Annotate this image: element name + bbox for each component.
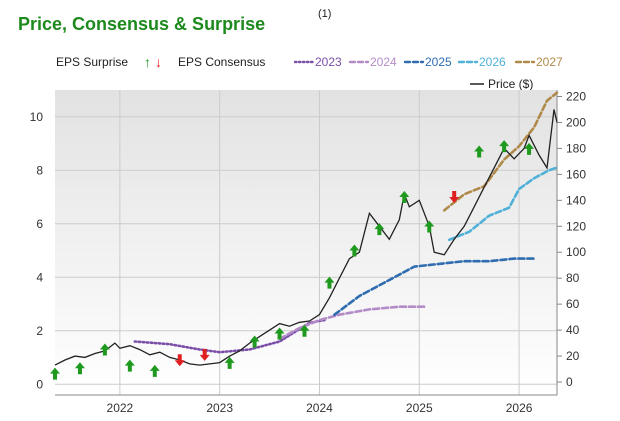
- legend-down-arrow: ↓: [155, 54, 162, 70]
- surprise-down-arrow: [199, 348, 210, 361]
- arrow-shape: [524, 142, 535, 155]
- surprise-up-arrow: [499, 140, 510, 153]
- left-tick-label: 0: [36, 377, 43, 391]
- surprise-markers: [50, 140, 535, 380]
- x-tick-label: 2023: [206, 401, 233, 415]
- legend: EPS Surprise ↑ ↓ EPS Consensus 2023 2024 2025 2…: [56, 54, 563, 91]
- left-tick-label: 2: [36, 324, 43, 338]
- surprise-up-arrow: [349, 244, 360, 257]
- surprise-down-arrow: [449, 191, 460, 204]
- surprise-down-arrow: [174, 354, 185, 367]
- surprise-up-arrow: [99, 343, 110, 356]
- x-tick-label: 2024: [306, 401, 333, 415]
- arrow-shape: [99, 343, 110, 356]
- right-tick-label: 100: [566, 245, 586, 259]
- x-tick-label: 2025: [406, 401, 433, 415]
- legend-up-arrow: ↑: [144, 54, 151, 70]
- legend-year-2026: 2026: [479, 55, 506, 69]
- arrow-shape: [499, 140, 510, 153]
- arrow-shape: [224, 356, 235, 369]
- left-axis: 0 2 4 6 8 10: [30, 110, 44, 392]
- surprise-up-arrow: [474, 145, 485, 158]
- consensus-line-2026: [447, 166, 559, 242]
- left-tick-label: 8: [36, 163, 43, 177]
- surprise-up-arrow: [124, 359, 135, 372]
- left-tick-label: 4: [36, 270, 43, 284]
- arrow-shape: [399, 191, 410, 204]
- arrow-shape: [299, 324, 310, 337]
- left-tick-label: 10: [30, 110, 44, 124]
- consensus-line-2024: [278, 305, 426, 341]
- arrow-shape: [424, 220, 435, 233]
- surprise-up-arrow: [299, 324, 310, 337]
- right-tick-label: 220: [566, 89, 586, 103]
- arrow-shape: [124, 359, 135, 372]
- arrow-shape: [50, 367, 60, 380]
- surprise-up-arrow: [74, 362, 85, 375]
- surprise-up-arrow: [374, 223, 385, 236]
- arrow-shape: [274, 327, 285, 340]
- arrow-shape: [249, 335, 260, 348]
- arrow-shape: [199, 348, 210, 361]
- gridlines: [55, 90, 558, 396]
- right-tick-label: 80: [566, 271, 580, 285]
- series-layer: [54, 91, 559, 366]
- consensus-line-2027: [442, 91, 559, 212]
- right-tick-label: 0: [566, 375, 573, 389]
- surprise-up-arrow: [149, 364, 160, 377]
- surprise-up-arrow: [224, 356, 235, 369]
- arrow-shape: [324, 276, 335, 289]
- legend-eps-surprise: EPS Surprise: [56, 55, 128, 69]
- arrow-shape: [149, 364, 160, 377]
- price-line: [54, 109, 558, 366]
- chart-title: Price, Consensus & Surprise: [18, 14, 265, 34]
- legend-eps-consensus: EPS Consensus: [178, 55, 265, 69]
- surprise-up-arrow: [424, 220, 435, 233]
- right-tick-label: 180: [566, 141, 586, 155]
- surprise-up-arrow: [50, 367, 60, 380]
- arrow-shape: [374, 223, 385, 236]
- x-axis: 2022 2023 2024 2025 2026: [107, 401, 533, 415]
- right-tick-label: 140: [566, 193, 586, 207]
- right-tick-label: 20: [566, 349, 580, 363]
- right-tick-label: 60: [566, 297, 580, 311]
- legend-price: Price ($): [488, 77, 533, 91]
- right-tick-label: 160: [566, 167, 586, 181]
- x-tick-label: 2022: [107, 401, 134, 415]
- surprise-up-arrow: [249, 335, 260, 348]
- legend-year-2023: 2023: [315, 55, 342, 69]
- arrow-shape: [449, 191, 460, 204]
- right-axis: 0 20 40 60 80 100 120 140 160 180 200 220: [557, 89, 586, 389]
- plot-background: [55, 90, 557, 395]
- surprise-up-arrow: [524, 142, 535, 155]
- x-tick-label: 2026: [506, 401, 533, 415]
- right-tick-label: 120: [566, 219, 586, 233]
- right-tick-label: 200: [566, 115, 586, 129]
- chart-title-superscript: (1): [318, 8, 331, 20]
- surprise-up-arrow: [324, 276, 335, 289]
- surprise-up-arrow: [399, 191, 410, 204]
- arrow-shape: [474, 145, 485, 158]
- right-tick-label: 40: [566, 323, 580, 337]
- legend-year-2024: 2024: [370, 55, 397, 69]
- legend-year-2025: 2025: [425, 55, 452, 69]
- legend-year-2027: 2027: [536, 55, 563, 69]
- consensus-line-2025: [333, 257, 536, 316]
- arrow-shape: [349, 244, 360, 257]
- surprise-up-arrow: [274, 327, 285, 340]
- arrow-shape: [174, 354, 185, 367]
- left-tick-label: 6: [36, 217, 43, 231]
- arrow-shape: [74, 362, 85, 375]
